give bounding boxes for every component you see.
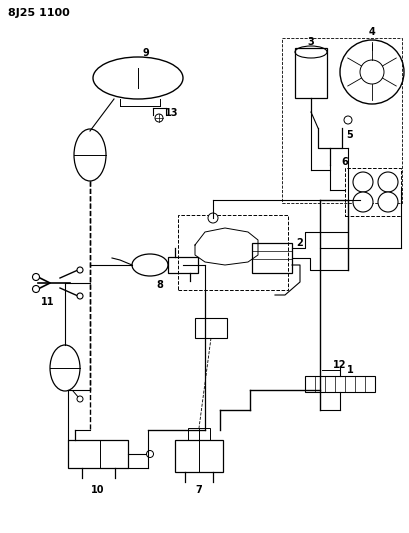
Bar — [252, 243, 292, 273]
Text: 1: 1 — [346, 365, 353, 375]
Circle shape — [77, 267, 83, 273]
Text: 10: 10 — [91, 485, 105, 495]
Circle shape — [378, 172, 398, 192]
Text: 11: 11 — [41, 297, 55, 307]
Bar — [282, 38, 402, 203]
Bar — [295, 48, 327, 98]
Text: 6: 6 — [342, 157, 348, 167]
Bar — [68, 440, 128, 468]
Circle shape — [32, 273, 40, 280]
Circle shape — [77, 293, 83, 299]
Circle shape — [360, 60, 384, 84]
Bar — [175, 440, 223, 472]
Text: 8J25 1100: 8J25 1100 — [8, 8, 70, 18]
Text: 12: 12 — [333, 360, 347, 370]
Circle shape — [77, 396, 83, 402]
Bar — [168, 257, 198, 273]
Text: 8: 8 — [157, 280, 164, 290]
Circle shape — [344, 116, 352, 124]
Circle shape — [208, 213, 218, 223]
Text: 7: 7 — [196, 485, 202, 495]
Text: 5: 5 — [346, 130, 353, 140]
Text: 2: 2 — [297, 238, 303, 248]
Text: 9: 9 — [143, 48, 149, 58]
Text: 4: 4 — [369, 27, 375, 37]
Circle shape — [353, 192, 373, 212]
Text: 13: 13 — [165, 108, 179, 118]
Circle shape — [353, 172, 373, 192]
Bar — [195, 318, 227, 338]
Bar — [178, 215, 288, 290]
Text: 3: 3 — [308, 37, 315, 47]
Circle shape — [378, 192, 398, 212]
Bar — [188, 428, 210, 440]
Circle shape — [340, 40, 404, 104]
Circle shape — [146, 450, 153, 457]
Circle shape — [32, 286, 40, 293]
Bar — [345, 168, 401, 216]
Bar — [305, 376, 375, 392]
